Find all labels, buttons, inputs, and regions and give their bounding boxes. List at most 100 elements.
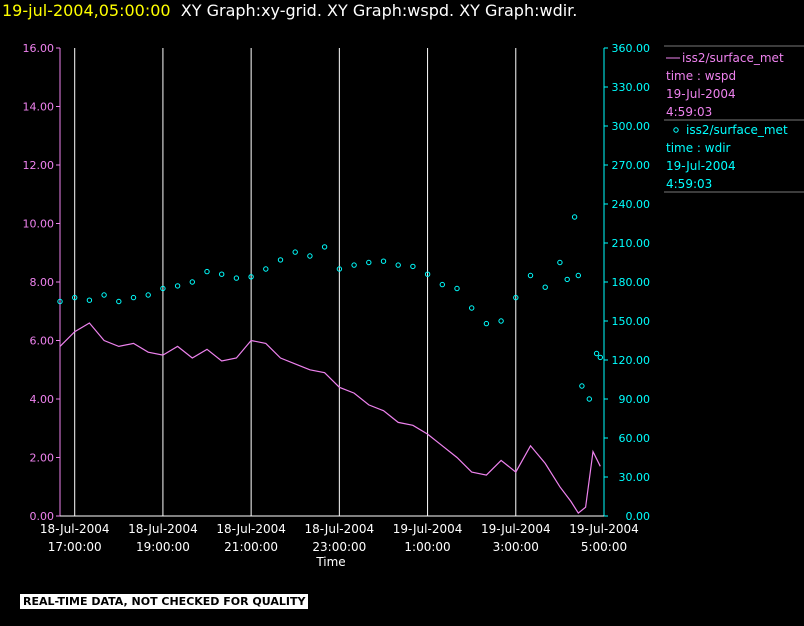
wspd-series-line bbox=[59, 322, 601, 514]
x-tick-date: 19-Jul-2004 bbox=[569, 522, 639, 536]
x-tick-time: 5:00:00 bbox=[581, 540, 627, 554]
wdir-point bbox=[321, 244, 328, 250]
left-tick-label: 2.00 bbox=[30, 452, 55, 465]
x-axis-ticks: 18-Jul-2004 17:00:00 18-Jul-2004 19:00:00 18… bbox=[40, 522, 639, 554]
right-tick-label: 60.00 bbox=[619, 432, 651, 445]
title-graph-list: XY Graph:xy-grid. XY Graph:wspd. XY Grap… bbox=[180, 1, 578, 20]
legend-wdir-variable: time : wdir bbox=[666, 141, 731, 155]
left-tick-label: 16.00 bbox=[23, 42, 55, 55]
wdir-point bbox=[380, 258, 387, 264]
x-tick-time: 3:00:00 bbox=[493, 540, 539, 554]
wdir-point bbox=[542, 284, 548, 290]
left-tick-label: 12.00 bbox=[23, 159, 55, 172]
wdir-point bbox=[597, 354, 603, 361]
x-tick-time: 17:00:00 bbox=[48, 540, 102, 554]
wdir-point bbox=[292, 249, 298, 255]
x-tick-date: 18-Jul-2004 bbox=[216, 522, 286, 536]
quality-disclaimer: REAL-TIME DATA, NOT CHECKED FOR QUALITY bbox=[20, 594, 309, 609]
wdir-point bbox=[101, 292, 107, 298]
wdir-point bbox=[513, 294, 519, 301]
wdir-point bbox=[366, 259, 372, 266]
wdir-point bbox=[469, 305, 475, 311]
wdir-point bbox=[189, 279, 196, 285]
legend-wspd-time: 4:59:03 bbox=[666, 105, 712, 119]
right-tick-label: 180.00 bbox=[612, 276, 651, 289]
wdir-point bbox=[410, 263, 416, 270]
right-tick-label: 0.00 bbox=[626, 510, 651, 523]
wdir-point bbox=[557, 259, 563, 266]
legend-wdir-time: 4:59:03 bbox=[666, 177, 712, 191]
right-tick-label: 270.00 bbox=[612, 159, 651, 172]
wdir-point bbox=[564, 276, 570, 283]
wdir-point bbox=[527, 272, 534, 279]
left-tick-label: 6.00 bbox=[30, 335, 55, 348]
legend-wdir-date: 19-Jul-2004 bbox=[666, 159, 736, 173]
wdir-point bbox=[72, 294, 78, 301]
wdir-point bbox=[498, 318, 504, 324]
left-tick-label: 0.00 bbox=[30, 510, 55, 523]
legend-wspd-variable: time : wspd bbox=[666, 69, 736, 83]
x-tick-time: 23:00:00 bbox=[312, 540, 366, 554]
chart-title: 19-jul-2004,05:00:00 XY Graph:xy-grid. X… bbox=[2, 1, 577, 20]
legend-wspd-name: iss2/surface_met bbox=[682, 51, 784, 65]
x-tick-time: 21:00:00 bbox=[224, 540, 278, 554]
right-tick-label: 30.00 bbox=[619, 471, 651, 484]
wdir-point bbox=[204, 268, 210, 275]
wdir-point bbox=[174, 283, 181, 289]
right-tick-label: 210.00 bbox=[612, 237, 651, 250]
wdir-point bbox=[233, 275, 240, 281]
wdir-point bbox=[160, 285, 166, 292]
right-tick-label: 300.00 bbox=[612, 120, 651, 133]
legend-wdir-name: iss2/surface_met bbox=[686, 123, 788, 137]
right-tick-label: 360.00 bbox=[612, 42, 651, 55]
right-tick-label: 330.00 bbox=[612, 81, 651, 94]
title-timestamp: 19-jul-2004,05:00:00 bbox=[2, 1, 171, 20]
wdir-point bbox=[130, 294, 137, 301]
right-tick-label: 150.00 bbox=[612, 315, 651, 328]
wdir-point bbox=[454, 285, 460, 292]
wdir-point bbox=[424, 271, 431, 277]
wdir-point bbox=[571, 214, 578, 220]
left-tick-label: 8.00 bbox=[30, 276, 55, 289]
right-tick-label: 90.00 bbox=[619, 393, 651, 406]
wdir-point bbox=[395, 262, 401, 268]
wdir-point bbox=[483, 320, 490, 327]
wdir-point bbox=[86, 297, 93, 303]
wdir-point bbox=[263, 266, 269, 272]
x-tick-date: 18-Jul-2004 bbox=[128, 522, 198, 536]
wdir-point bbox=[307, 253, 313, 259]
wdir-point bbox=[336, 266, 343, 272]
wdir-point bbox=[593, 350, 600, 357]
vertical-gridlines bbox=[74, 48, 605, 516]
left-axis-ticks: 0.00 2.00 4.00 6.00 8.00 10.00 12.00 14.00 16.00 bbox=[23, 42, 60, 523]
x-tick-date: 18-Jul-2004 bbox=[40, 522, 110, 536]
left-tick-label: 14.00 bbox=[23, 101, 55, 114]
wdir-point bbox=[586, 396, 592, 402]
right-tick-label: 120.00 bbox=[612, 354, 651, 367]
series bbox=[57, 214, 603, 514]
legend-wspd-date: 19-Jul-2004 bbox=[666, 87, 736, 101]
x-axis-label: Time bbox=[315, 555, 345, 569]
x-tick-time: 1:00:00 bbox=[404, 540, 450, 554]
x-tick-date: 19-Jul-2004 bbox=[481, 522, 551, 536]
legend-wdir-circle-icon bbox=[673, 127, 679, 133]
wdir-point bbox=[219, 271, 225, 277]
x-tick-date: 19-Jul-2004 bbox=[393, 522, 463, 536]
legend: iss2/surface_met time : wspd 19-Jul-2004… bbox=[664, 45, 804, 193]
left-tick-label: 10.00 bbox=[23, 218, 55, 231]
wdir-point bbox=[575, 272, 581, 279]
wdir-point bbox=[248, 274, 254, 280]
wdir-point bbox=[116, 298, 122, 305]
wdir-point bbox=[579, 383, 585, 389]
wdir-point bbox=[351, 262, 357, 268]
x-tick-time: 19:00:00 bbox=[136, 540, 190, 554]
wdir-point bbox=[277, 257, 284, 263]
axes bbox=[59, 48, 605, 517]
right-axis-ticks: 0.00 30.00 60.00 90.00 120.00 150.00 180.00 210… bbox=[604, 42, 650, 523]
right-tick-label: 240.00 bbox=[612, 198, 651, 211]
wdir-point bbox=[439, 281, 445, 288]
wdir-point bbox=[57, 298, 63, 305]
wdir-point bbox=[145, 292, 151, 298]
x-tick-date: 18-Jul-2004 bbox=[305, 522, 375, 536]
